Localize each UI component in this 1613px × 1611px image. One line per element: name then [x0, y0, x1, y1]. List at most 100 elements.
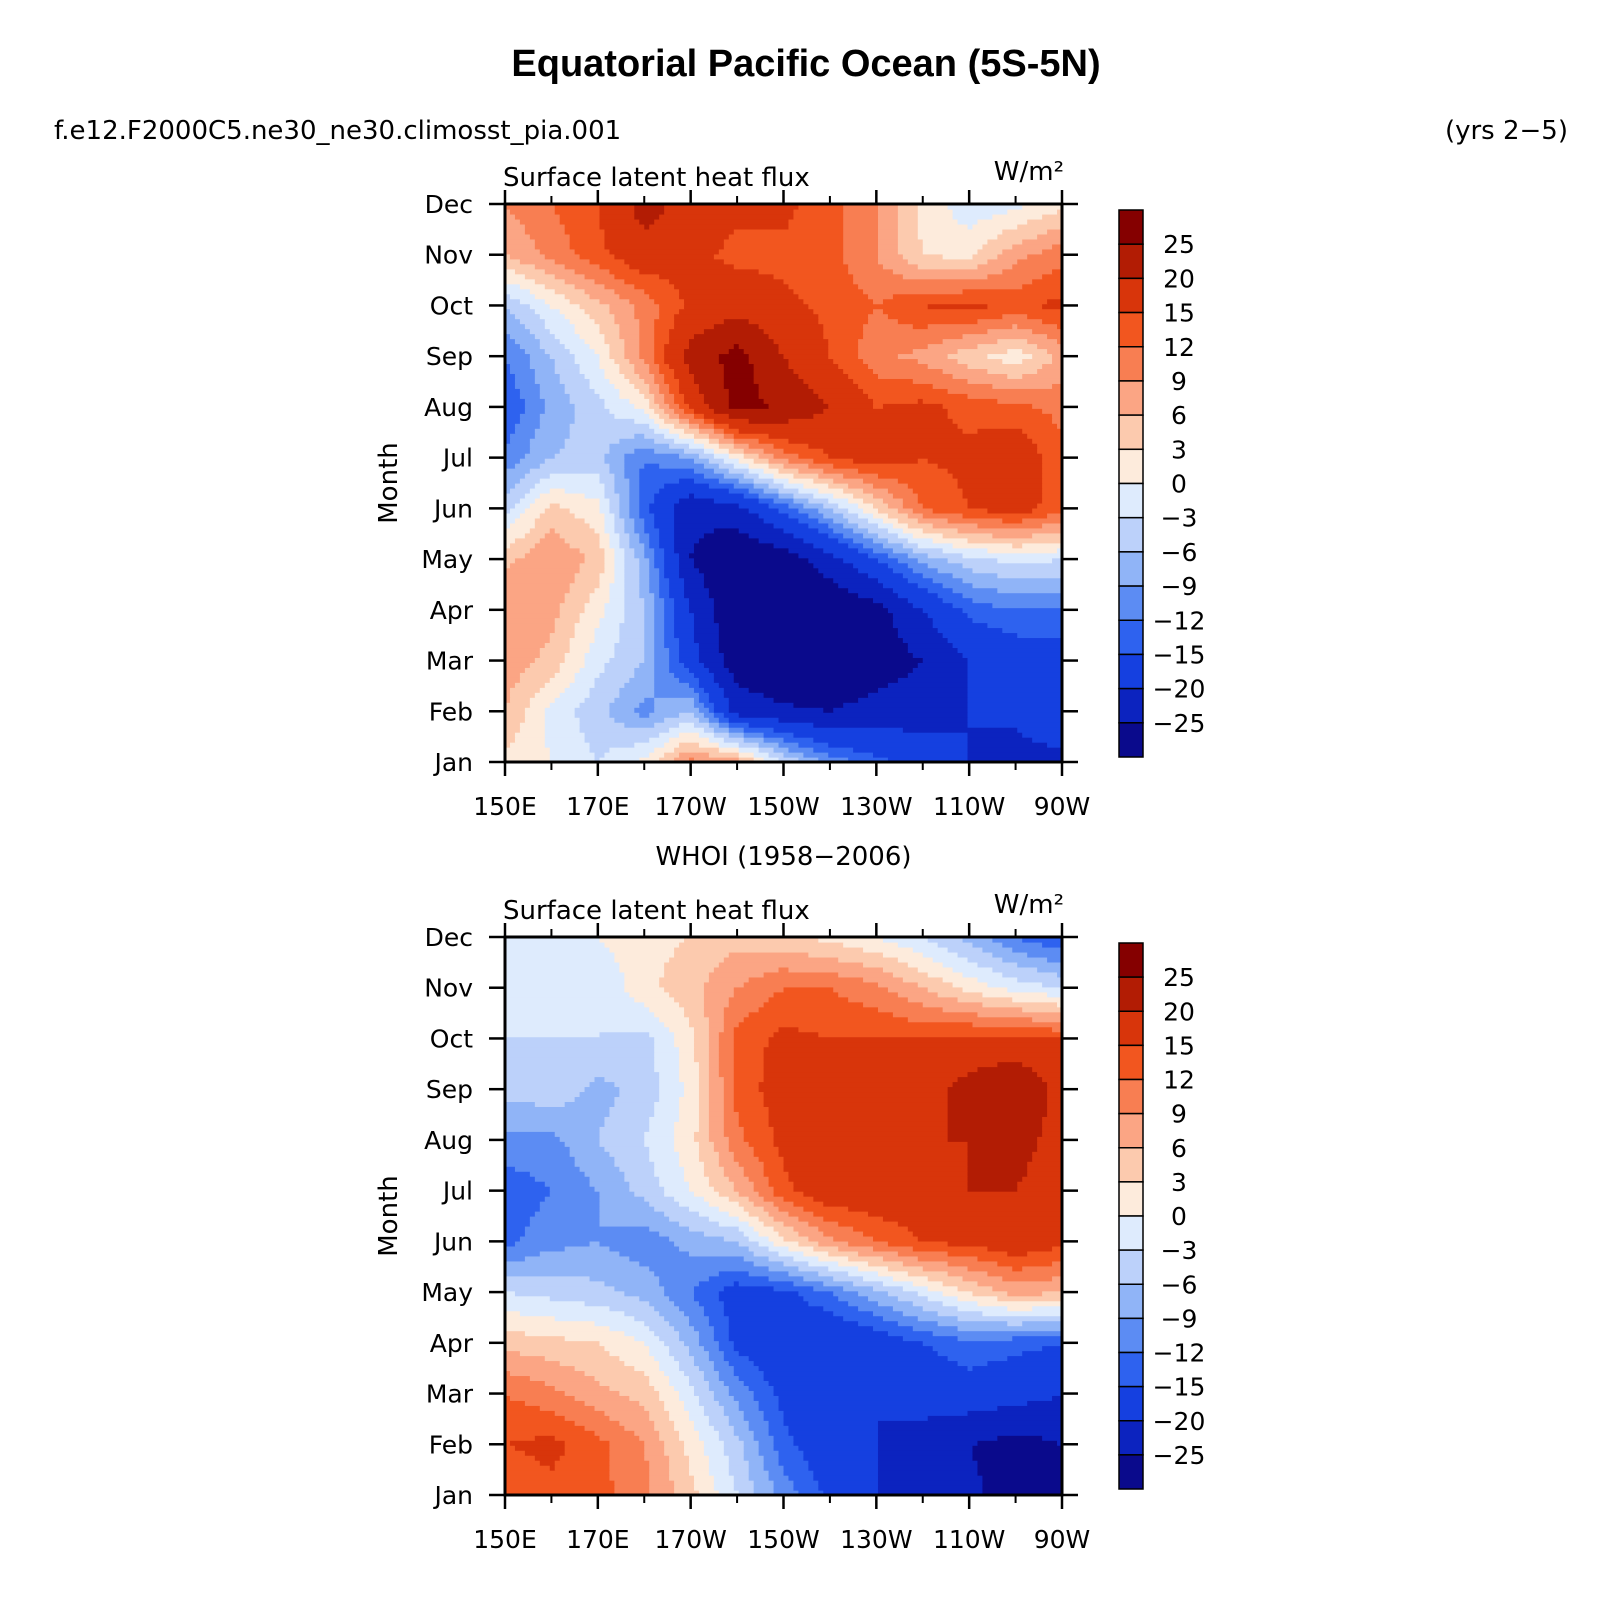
contour-cell	[838, 1245, 874, 1252]
contour-cell	[679, 478, 695, 484]
contour-cell	[693, 697, 700, 703]
contour-cell	[698, 707, 710, 713]
contour-cell	[698, 1211, 730, 1217]
contour-cell	[524, 552, 586, 559]
contour-cell	[748, 468, 765, 474]
contour-cell	[1052, 353, 1063, 360]
contour-cell	[589, 692, 620, 698]
contour-cell	[579, 368, 606, 374]
contour-cell	[604, 662, 640, 668]
contour-cell	[738, 1375, 765, 1382]
contour-cell	[768, 1121, 949, 1127]
contour-cell	[599, 1240, 675, 1247]
contour-cell	[684, 1011, 705, 1018]
contour-cell	[619, 323, 640, 330]
contour-cell	[524, 223, 566, 230]
contour-cell	[937, 1320, 1008, 1327]
contour-cell	[674, 1325, 695, 1332]
contour-cell	[644, 378, 655, 384]
contour-cell	[763, 971, 839, 978]
contour-cell	[823, 408, 949, 414]
contour-cell	[778, 717, 969, 723]
contour-cell	[599, 1380, 650, 1386]
contour-cell	[753, 1390, 775, 1396]
contour-cell	[698, 1490, 720, 1496]
contour-cell	[992, 602, 1063, 609]
contour-cell	[505, 428, 516, 434]
contour-cell	[514, 1166, 581, 1172]
contour-cell	[689, 363, 725, 370]
contour-cell	[808, 497, 829, 504]
contour-cell	[529, 502, 551, 509]
contour-cell	[689, 1320, 710, 1327]
contour-cell	[718, 961, 864, 968]
contour-cell	[574, 268, 611, 275]
contour-cell	[763, 1096, 949, 1103]
contour-cell	[1037, 1141, 1063, 1147]
contour-cell	[505, 672, 521, 678]
contour-cell	[544, 408, 576, 414]
contour-cell	[873, 547, 894, 554]
contour-cell	[907, 672, 969, 678]
contour-cell	[718, 627, 899, 634]
contour-cell	[743, 492, 760, 499]
contour-cell	[619, 333, 640, 340]
contour-cell	[505, 248, 541, 255]
contour-cell	[514, 737, 546, 743]
contour-cell	[529, 438, 566, 444]
y-tick-label: Mar	[426, 647, 474, 676]
contour-cell	[858, 468, 949, 474]
contour-cell	[932, 507, 989, 514]
contour-cell	[788, 358, 834, 365]
contour-cell	[708, 1071, 720, 1078]
contour-cell	[659, 1181, 690, 1187]
contour-cell	[539, 393, 571, 399]
contour-cell	[788, 438, 1033, 444]
contour-cell	[1007, 1250, 1028, 1257]
contour-cell	[753, 1485, 775, 1491]
contour-cell	[693, 333, 770, 340]
contour-cell	[629, 532, 640, 539]
contour-cell	[1017, 961, 1063, 968]
contour-cell	[614, 1081, 660, 1088]
contour-cell	[892, 567, 914, 574]
contour-cell	[579, 722, 625, 728]
contour-cell	[674, 313, 819, 320]
contour-cell	[693, 1046, 710, 1053]
contour-cell	[524, 323, 546, 330]
contour-cell	[1017, 976, 1063, 983]
contour-cell	[679, 637, 695, 644]
contour-cell	[649, 413, 660, 419]
contour-cell	[689, 602, 715, 609]
contour-cell	[708, 692, 725, 698]
contour-cell	[778, 1395, 1053, 1401]
contour-cell	[1022, 373, 1063, 379]
contour-cell	[922, 398, 998, 404]
contour-cell	[723, 1300, 809, 1307]
contour-cell	[674, 517, 765, 524]
contour-cell	[738, 1400, 760, 1406]
contour-cell	[738, 527, 785, 534]
contour-cell	[718, 622, 894, 629]
colorbar-label: 0	[1171, 1202, 1187, 1231]
contour-cell	[659, 1275, 710, 1282]
contour-cell	[534, 428, 571, 434]
contour-cell	[564, 388, 596, 394]
contour-cell	[828, 1265, 859, 1272]
contour-cell	[1042, 473, 1063, 479]
contour-cell	[723, 657, 924, 663]
contour-cell	[659, 1086, 685, 1093]
contour-cell	[505, 1156, 576, 1162]
contour-cell	[659, 487, 730, 494]
contour-cell	[947, 557, 998, 564]
contour-cell	[1022, 1176, 1063, 1182]
contour-cell	[758, 1006, 879, 1013]
contour-cell	[947, 388, 1063, 394]
contour-cell	[863, 532, 879, 539]
contour-cell	[863, 1275, 894, 1282]
contour-cell	[877, 253, 904, 260]
contour-cell	[524, 1400, 586, 1406]
contour-cell	[987, 1360, 1063, 1367]
contour-cell	[858, 1250, 899, 1257]
contour-cell	[654, 492, 690, 499]
